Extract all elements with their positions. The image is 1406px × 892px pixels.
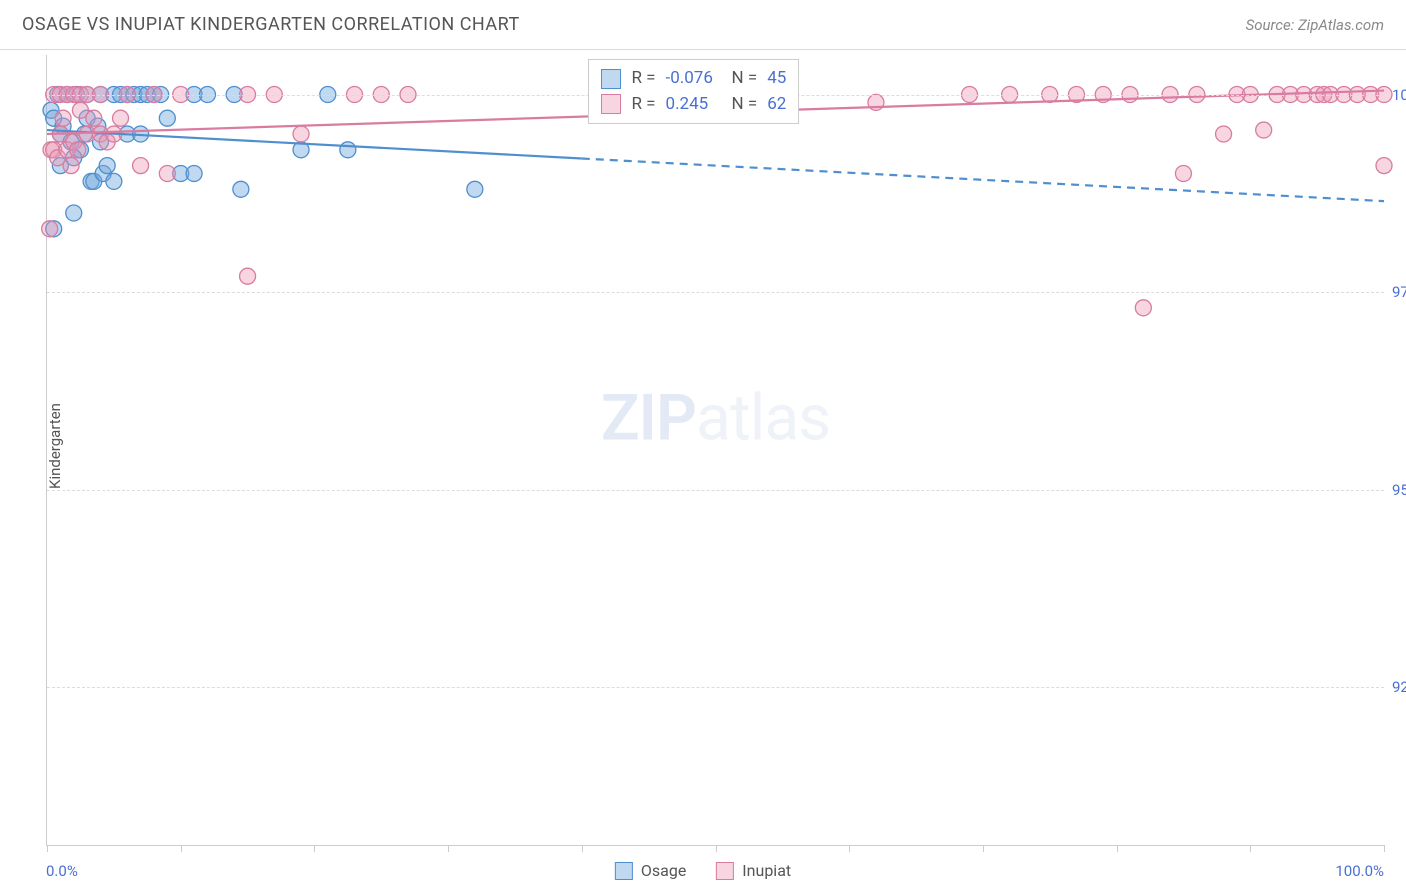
data-point [159,166,175,182]
x-tick [448,845,449,852]
y-tick-label: 100.0% [1392,86,1406,104]
x-tick [1117,845,1118,852]
stat-n-label: N = [732,66,758,92]
stat-n-label: N = [732,92,758,118]
legend-swatch [615,862,633,880]
chart-area: ZIPatlas 92.5%95.0%97.5%100.0%R =-0.076N… [46,55,1384,846]
y-tick-label: 95.0% [1392,481,1406,499]
data-point [99,158,115,174]
legend-label: Osage [641,861,686,880]
stat-n-value: 62 [767,92,786,118]
data-point [467,181,483,197]
gridline [47,687,1384,688]
data-point [1135,300,1151,316]
stats-legend-row: R = -0.076 N = 45 [601,66,786,92]
data-point [1216,126,1232,142]
data-point [86,110,102,126]
legend-item: Inupiat [716,861,791,880]
data-point [186,166,202,182]
x-tick [314,845,315,852]
data-point [55,110,71,126]
stat-r-value: 0.245 [666,92,722,118]
y-tick-label: 92.5% [1392,678,1406,696]
data-point [1256,122,1272,138]
x-tick [1384,845,1385,852]
stat-n-value: 45 [767,66,786,92]
x-tick [1250,845,1251,852]
data-point [233,181,249,197]
data-point [133,158,149,174]
x-tick [582,845,583,852]
x-tick [716,845,717,852]
x-tick-max: 100.0% [1335,862,1384,880]
stat-r-value: -0.076 [666,66,722,92]
legend-label: Inupiat [742,861,791,880]
legend-item: Osage [615,861,686,880]
data-point [63,158,79,174]
data-point [240,268,256,284]
x-tick [983,845,984,852]
stats-legend: R = -0.076 N = 45 R = 0.245 N = 62 [588,59,799,124]
legend-swatch [601,69,621,89]
data-point [159,110,175,126]
data-point [70,142,86,158]
gridline [47,490,1384,491]
stats-legend-row: R = 0.245 N = 62 [601,92,786,118]
gridline [47,292,1384,293]
stat-r-label: R = [631,66,655,92]
source-label: Source: ZipAtlas.com [1246,16,1384,34]
plot-svg [47,55,1384,845]
legend-swatch [716,862,734,880]
y-tick-label: 97.5% [1392,283,1406,301]
legend-bottom: Osage Inupiat [615,861,791,880]
x-tick-min: 0.0% [46,862,78,880]
stat-r-label: R = [631,92,655,118]
data-point [340,142,356,158]
data-point [113,110,129,126]
data-point [42,221,58,237]
data-point [293,126,309,142]
trend-line-dashed [582,158,1384,201]
x-tick [849,845,850,852]
x-tick [47,845,48,852]
data-point [106,173,122,189]
header: OSAGE VS INUPIAT KINDERGARTEN CORRELATIO… [0,0,1406,50]
chart-title: OSAGE VS INUPIAT KINDERGARTEN CORRELATIO… [22,14,520,35]
data-point [1376,158,1392,174]
trend-line [47,130,582,158]
data-point [1175,166,1191,182]
data-point [66,205,82,221]
x-tick [181,845,182,852]
legend-swatch [601,94,621,114]
